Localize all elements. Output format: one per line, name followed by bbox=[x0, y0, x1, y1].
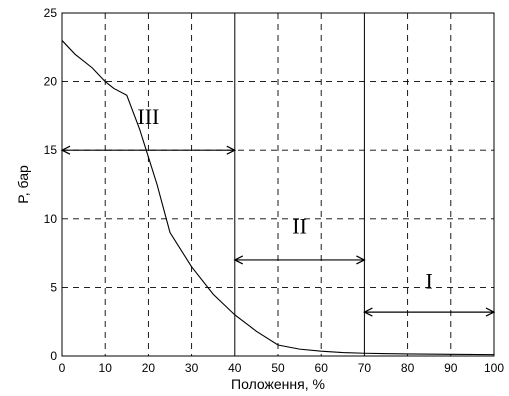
x-tick-label: 90 bbox=[444, 361, 458, 375]
zone-boundaries bbox=[234, 13, 365, 356]
pressure-curve-layer bbox=[61, 40, 495, 356]
x-tick-label: 10 bbox=[99, 361, 113, 375]
zone-label: III bbox=[137, 104, 159, 129]
y-tick-label: 10 bbox=[44, 212, 58, 226]
x-tick-label: 30 bbox=[185, 361, 199, 375]
pressure-curve bbox=[61, 40, 495, 356]
y-tick-label: 5 bbox=[50, 280, 57, 294]
y-tick-label: 20 bbox=[44, 75, 58, 89]
x-tick-label: 50 bbox=[271, 361, 285, 375]
tick-labels: 0 10 20 30 40 50 60 70 80 90 100 0 5 10 15 20 25 bbox=[44, 6, 505, 375]
y-tick-label: 25 bbox=[44, 6, 58, 20]
zone-arrow-right-head bbox=[356, 255, 366, 265]
x-tick-label: 40 bbox=[228, 361, 242, 375]
zone-arrow-right-head bbox=[226, 145, 237, 155]
x-tick-label: 80 bbox=[401, 361, 415, 375]
x-tick-label: 70 bbox=[358, 361, 372, 375]
zone-arrow-left-head bbox=[233, 255, 244, 265]
zone-arrow-left-head bbox=[363, 307, 373, 317]
y-tick-label: 0 bbox=[50, 349, 57, 363]
zone-label: I bbox=[426, 269, 433, 294]
y-axis-label: P, бар bbox=[15, 165, 31, 204]
x-tick-label: 0 bbox=[59, 361, 66, 375]
x-tick-label: 60 bbox=[315, 361, 329, 375]
y-tick-label: 15 bbox=[44, 143, 58, 157]
x-axis-label: Положення, % bbox=[231, 376, 325, 392]
x-tick-label: 100 bbox=[484, 361, 504, 375]
plot-frame bbox=[61, 12, 495, 357]
grid-lines bbox=[62, 13, 494, 356]
x-tick-label: 20 bbox=[142, 361, 156, 375]
zone-label: II bbox=[292, 214, 307, 239]
